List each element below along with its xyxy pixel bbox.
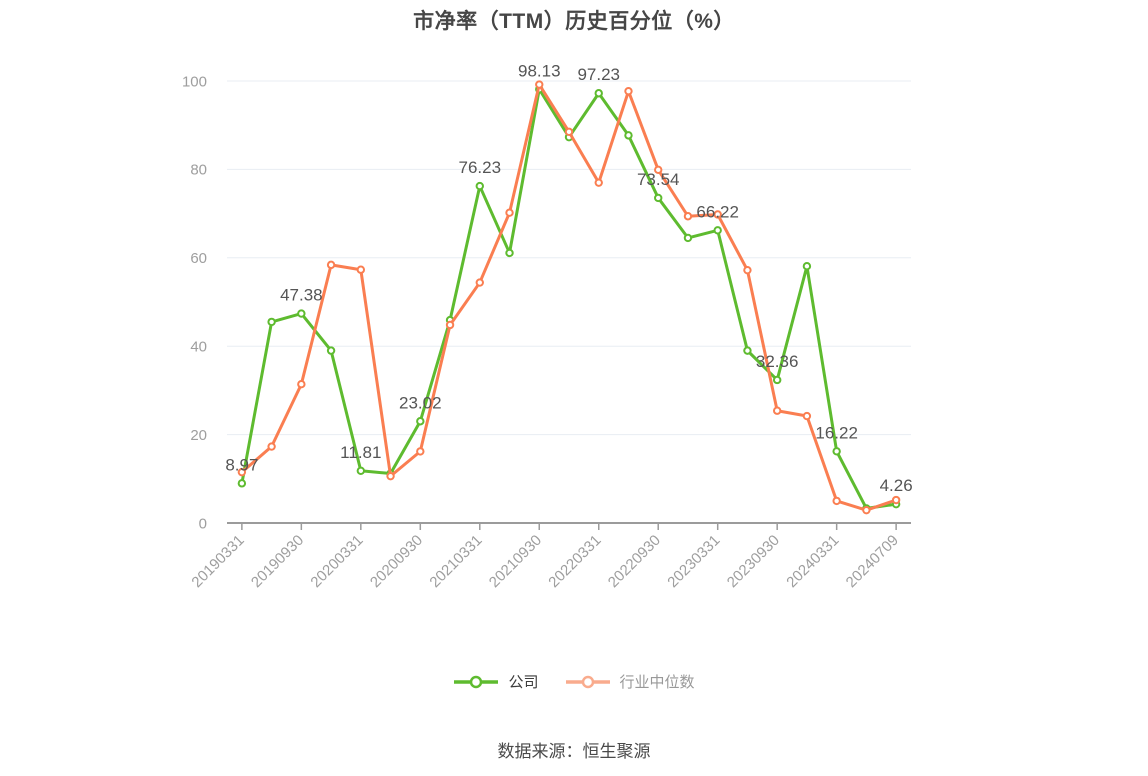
industry-median-marker — [772, 406, 782, 415]
company-marker — [356, 466, 366, 475]
company-marker — [832, 447, 841, 456]
x-axis-label: 20210930 — [486, 532, 545, 591]
company-legend-marker-icon — [454, 675, 499, 688]
industry-median-marker — [862, 505, 871, 515]
industry-median-marker — [505, 208, 514, 217]
company-marker — [297, 309, 306, 318]
industry-median-marker — [297, 380, 306, 389]
industry-median-marker — [237, 467, 247, 477]
company-marker — [772, 375, 782, 385]
industry-median-marker — [564, 127, 574, 137]
x-axis-label: 20200331 — [307, 532, 366, 591]
y-axis-label: 60 — [190, 250, 207, 267]
company-marker — [505, 248, 514, 258]
data-source-note: 数据来源：恒生聚源 — [497, 742, 651, 761]
industry-median-marker — [594, 178, 603, 187]
x-axis-label: 20230331 — [664, 532, 723, 591]
x-axis-label: 20220331 — [545, 532, 604, 591]
y-axis-label: 100 — [182, 73, 207, 90]
industry-median-marker — [535, 80, 544, 89]
legend-label-industry-median: 行业中位数 — [619, 674, 695, 691]
industry-median-legend-marker-icon — [565, 675, 610, 688]
x-axis-label: 20230930 — [724, 532, 783, 591]
percentile-line-chart: 0 20 40 60 80 100 20190331 20190930 20200331 2020… — [182, 61, 913, 591]
company-marker — [326, 346, 336, 355]
legend-item-company[interactable]: 公司 — [453, 671, 539, 692]
data-point-label: 4.26 — [880, 476, 913, 495]
data-point-label: 8.97 — [225, 455, 258, 474]
industry-median-marker — [386, 471, 395, 481]
industry-median-marker — [654, 165, 663, 175]
company-marker — [594, 89, 603, 98]
data-point-label: 98.13 — [518, 61, 561, 80]
industry-median-marker — [267, 442, 276, 451]
industry-median-marker — [802, 411, 812, 421]
company-marker — [624, 131, 633, 140]
industry-median-marker — [891, 495, 901, 505]
industry-median-marker — [445, 320, 455, 330]
x-axis-label: 20240709 — [843, 532, 902, 591]
data-point-label: 23.02 — [399, 393, 442, 412]
industry-median-marker — [683, 212, 693, 221]
company-marker — [237, 479, 247, 488]
legend-label-company: 公司 — [508, 674, 539, 691]
y-axis-label: 80 — [190, 162, 207, 179]
data-point-label: 32.36 — [756, 352, 799, 371]
industry-median-marker — [475, 278, 484, 287]
industry-median-marker — [832, 496, 841, 506]
x-axis-label: 20240331 — [783, 532, 842, 591]
company-marker — [654, 193, 663, 203]
chart-title: 市净率（TTM）历史百分位（%） — [413, 10, 735, 33]
data-point-label: 97.23 — [577, 65, 620, 84]
y-axis-label: 40 — [190, 338, 207, 355]
x-axis-label: 20190930 — [248, 532, 307, 591]
x-axis-label: 20190331 — [188, 532, 247, 591]
data-point-label: 66.22 — [696, 202, 739, 221]
data-point-label: 73.54 — [637, 170, 680, 189]
industry-median-marker — [356, 265, 366, 274]
industry-median-marker — [624, 86, 633, 96]
industry-median-marker — [326, 260, 336, 270]
x-axis-label: 20220930 — [605, 532, 664, 591]
company-marker — [267, 317, 276, 327]
industry-median-marker — [416, 447, 425, 456]
data-point-label: 16.22 — [815, 423, 858, 442]
industry-median-marker — [743, 265, 752, 275]
company-marker — [416, 417, 425, 426]
chart-legend: 公司 行业中位数 — [0, 671, 1148, 692]
company-marker — [713, 226, 722, 235]
x-axis-label: 20210331 — [426, 532, 485, 591]
data-point-label: 76.23 — [459, 158, 502, 177]
x-axis-label: 20200930 — [367, 532, 426, 591]
company-marker — [683, 233, 693, 243]
y-axis-label: 0 — [199, 515, 207, 532]
data-point-label: 11.81 — [340, 443, 381, 462]
company-marker — [743, 346, 752, 355]
company-marker — [802, 261, 812, 271]
y-axis-label: 20 — [190, 427, 207, 444]
data-point-label: 47.38 — [280, 286, 323, 305]
industry-median-marker — [713, 210, 722, 219]
legend-item-industry-median[interactable]: 行业中位数 — [565, 671, 695, 692]
company-marker — [475, 181, 484, 191]
